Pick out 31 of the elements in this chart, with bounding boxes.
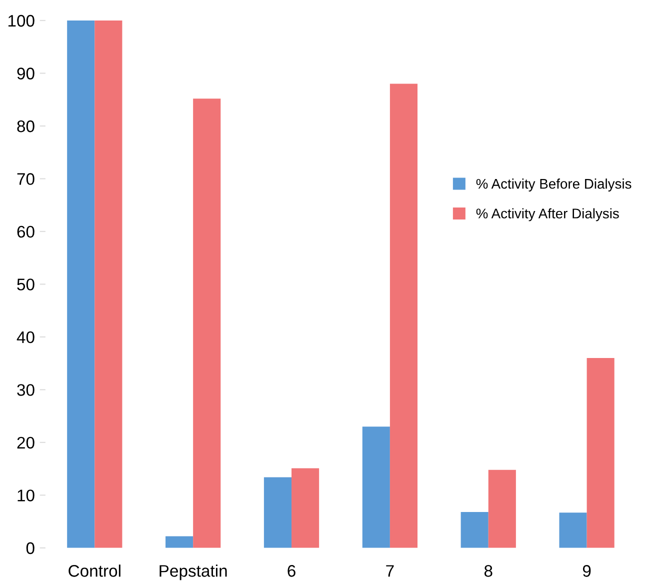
y-tick-label: 70 bbox=[17, 173, 34, 185]
y-tick-label: 90 bbox=[17, 68, 34, 80]
bar bbox=[586, 358, 614, 548]
bar bbox=[67, 20, 95, 548]
bar bbox=[292, 468, 320, 548]
legend-label: % Activity Before Dialysis bbox=[476, 178, 632, 192]
y-tick-label: 30 bbox=[17, 384, 34, 396]
y-tick-label: 100 bbox=[8, 14, 34, 27]
bar bbox=[390, 84, 418, 548]
y-tick-label: 60 bbox=[17, 226, 34, 238]
x-tick-label: 7 bbox=[386, 565, 394, 577]
x-tick-label: 6 bbox=[288, 565, 296, 577]
x-tick-label: Control bbox=[68, 564, 120, 577]
y-tick-label: 40 bbox=[16, 331, 34, 344]
bar bbox=[362, 426, 390, 548]
y-tick-label: 50 bbox=[17, 278, 34, 290]
y-tick-label: 10 bbox=[18, 490, 34, 502]
y-tick-label: 20 bbox=[17, 436, 34, 449]
bar bbox=[264, 477, 292, 548]
bar bbox=[193, 98, 221, 548]
x-tick-label: 9 bbox=[582, 565, 591, 577]
bar bbox=[559, 512, 587, 548]
x-tick-label: Pepstatin bbox=[160, 564, 227, 580]
y-tick-label: 80 bbox=[17, 120, 34, 132]
bar bbox=[94, 20, 122, 548]
x-tick-label: 8 bbox=[484, 565, 492, 577]
legend-label: % Activity After Dialysis bbox=[476, 208, 619, 222]
bar bbox=[166, 536, 194, 548]
bar bbox=[488, 470, 516, 548]
bar bbox=[460, 512, 488, 548]
y-tick-label: 0 bbox=[26, 542, 34, 554]
